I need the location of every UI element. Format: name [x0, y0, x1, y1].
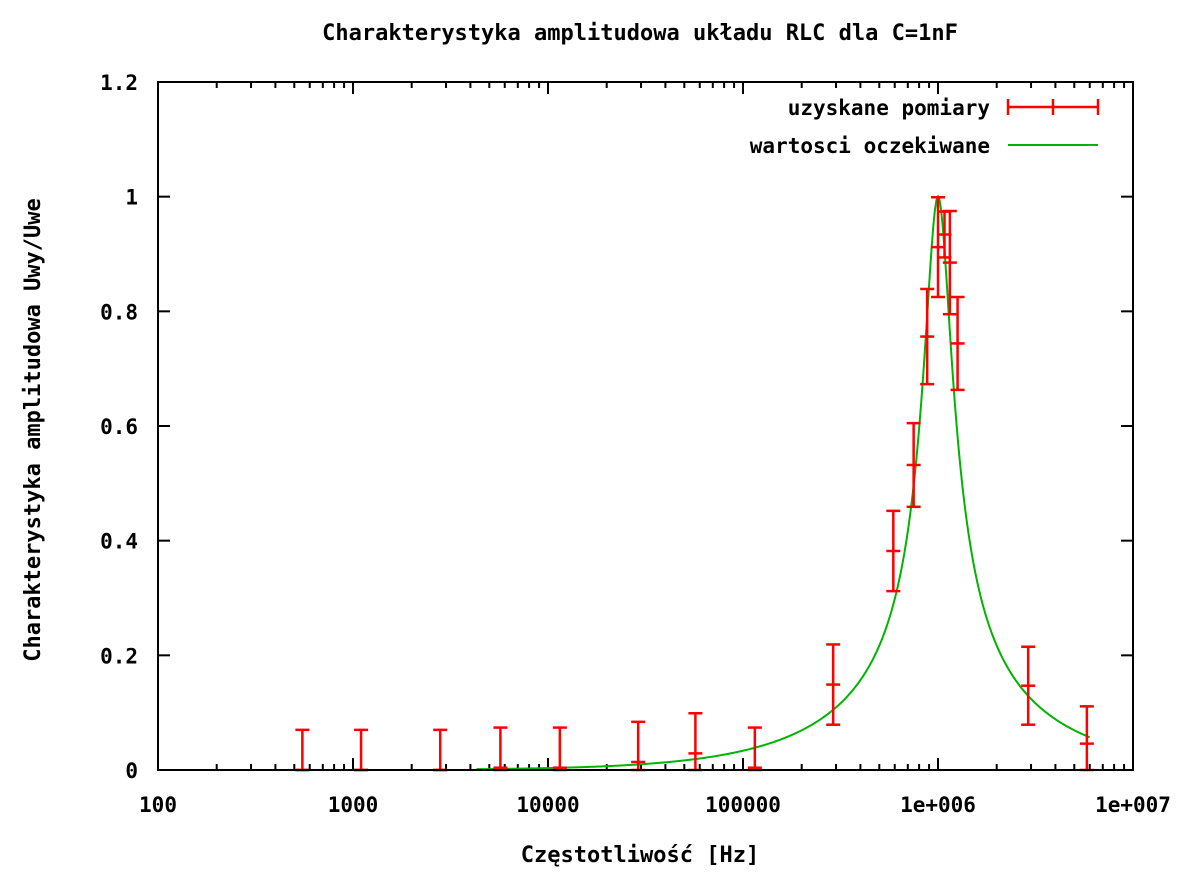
expected-curve: [477, 197, 1090, 770]
data-point: [433, 730, 447, 770]
y-tick-label: 0: [125, 759, 138, 783]
plot-frame: [158, 82, 1133, 770]
data-point: [493, 728, 507, 770]
plot-series: [295, 197, 1093, 770]
data-point: [354, 730, 368, 770]
y-tick-label: 1: [125, 186, 138, 210]
y-axis-label: Charakterystyka amplitudowa Uwy/Uwe: [21, 198, 46, 662]
y-tick-label: 0.6: [100, 415, 138, 439]
x-tick-label: 1e+007: [1095, 793, 1171, 817]
y-tick-label: 1.2: [100, 71, 138, 95]
y-tick-label: 0.2: [100, 644, 138, 668]
data-point: [920, 289, 934, 384]
data-point: [631, 722, 645, 770]
data-point: [1080, 706, 1094, 770]
chart-title: Charakterystyka amplitudowa układu RLC d…: [322, 21, 958, 46]
data-point: [1021, 647, 1035, 725]
x-tick-label: 1000: [328, 793, 379, 817]
x-tick-label: 10000: [516, 793, 579, 817]
x-tick-label: 100000: [705, 793, 781, 817]
legend-label: uzyskane pomiary: [788, 96, 991, 120]
data-point: [886, 511, 900, 591]
data-point: [295, 730, 309, 770]
x-tick-label: 1e+006: [900, 793, 976, 817]
legend-measured: uzyskane pomiary: [788, 96, 1098, 120]
y-tick-label: 0.8: [100, 300, 138, 324]
x-tick-label: 100: [139, 793, 177, 817]
x-axis-label: Częstotliwość [Hz]: [521, 843, 759, 868]
axis-ticks: 0 0.2 0.4 0.6 0.8 1 1.2 100 1000 10000 100000 1e+00…: [100, 71, 1171, 817]
legend: uzyskane pomiary wartosci oczekiwane: [750, 96, 1098, 158]
legend-label: wartosci oczekiwane: [750, 134, 990, 158]
data-point: [553, 728, 567, 770]
legend-expected: wartosci oczekiwane: [750, 134, 1098, 158]
data-point: [688, 713, 702, 770]
y-tick-label: 0.4: [100, 530, 138, 554]
